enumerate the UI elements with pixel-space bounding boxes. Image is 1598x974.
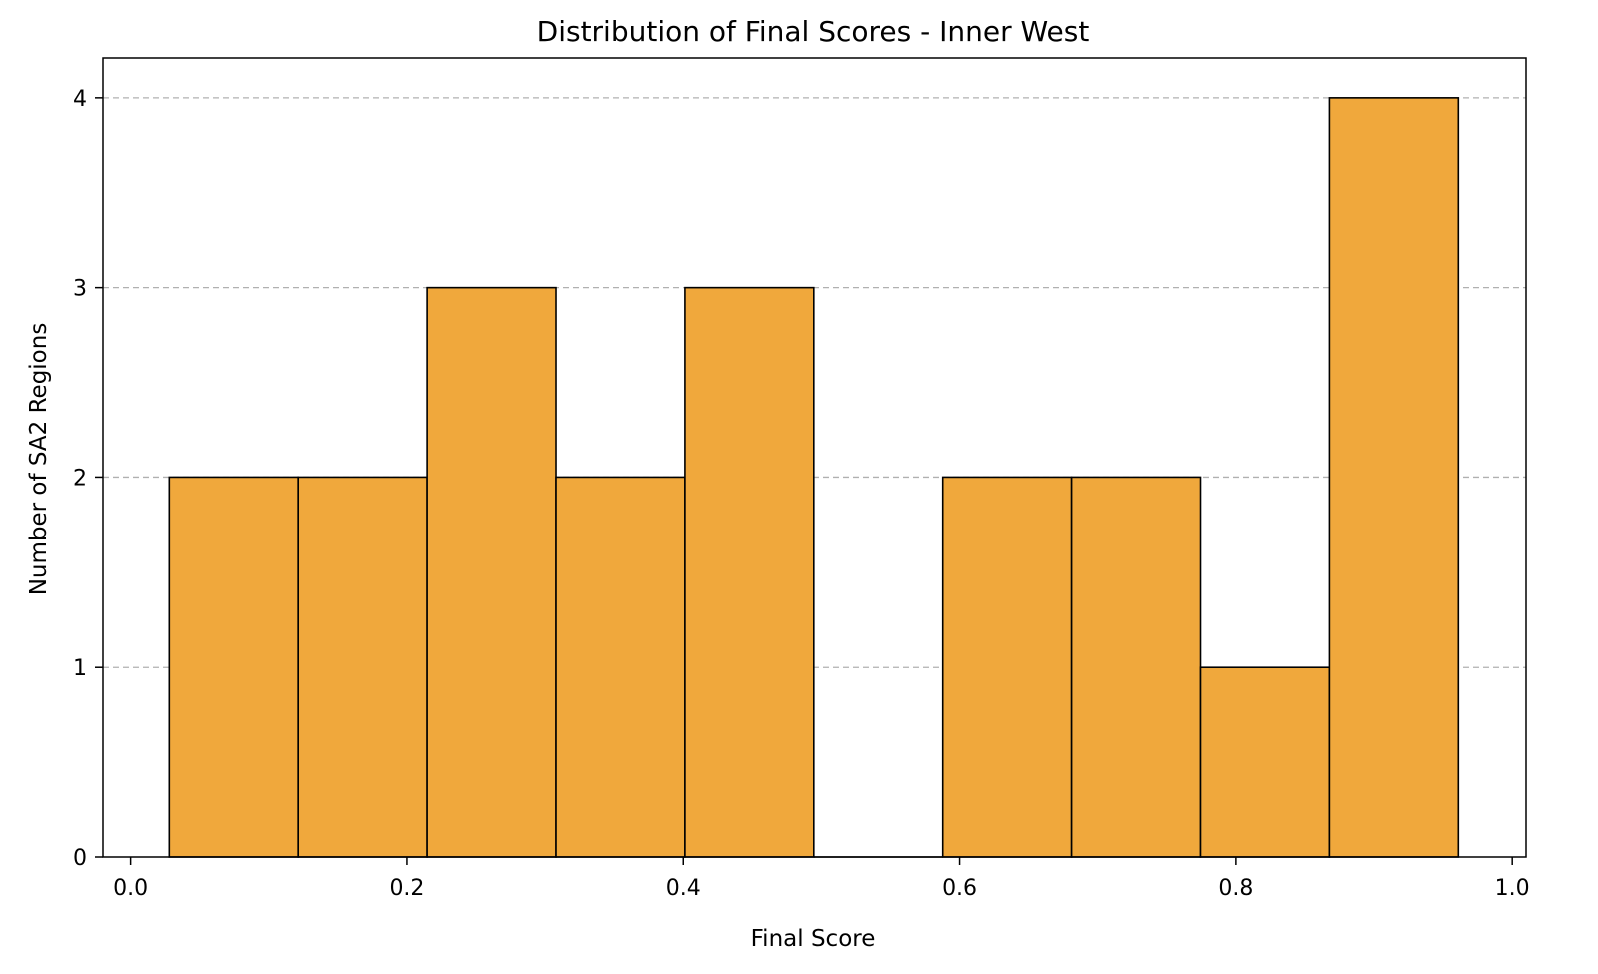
y-axis-title: Number of SA2 Regions [26,323,52,596]
histogram-bar [168,476,300,858]
x-axis-title: Final Score [751,926,876,952]
y-tick-label: 1 [73,656,87,681]
y-tick-label: 4 [73,87,87,112]
chart-title: Distribution of Final Scores - Inner Wes… [537,15,1090,48]
y-tick-label: 0 [73,846,87,871]
y-tick-label: 2 [73,466,87,491]
x-tick-label: 1.0 [1495,876,1530,901]
histogram-bar [1070,476,1202,858]
histogram-bar [941,476,1073,858]
histogram-bars [168,97,1460,858]
x-tick-label: 0.0 [113,876,148,901]
y-axis: 0 1 2 3 4 [73,87,103,871]
x-tick-label: 0.2 [389,876,424,901]
x-tick-label: 0.6 [942,876,977,901]
x-axis: 0.0 0.2 0.4 0.6 0.8 1.0 [113,857,1530,901]
histogram-bar [555,476,686,858]
x-tick-label: 0.8 [1218,876,1253,901]
y-tick-label: 3 [73,277,87,302]
histogram-bar [426,286,557,858]
histogram-bar [297,476,428,858]
plot-frame [102,57,1527,858]
x-tick-label: 0.4 [666,876,701,901]
histogram-bar [1199,666,1331,858]
histogram-bar [1328,97,1460,858]
histogram-bar [684,286,815,858]
